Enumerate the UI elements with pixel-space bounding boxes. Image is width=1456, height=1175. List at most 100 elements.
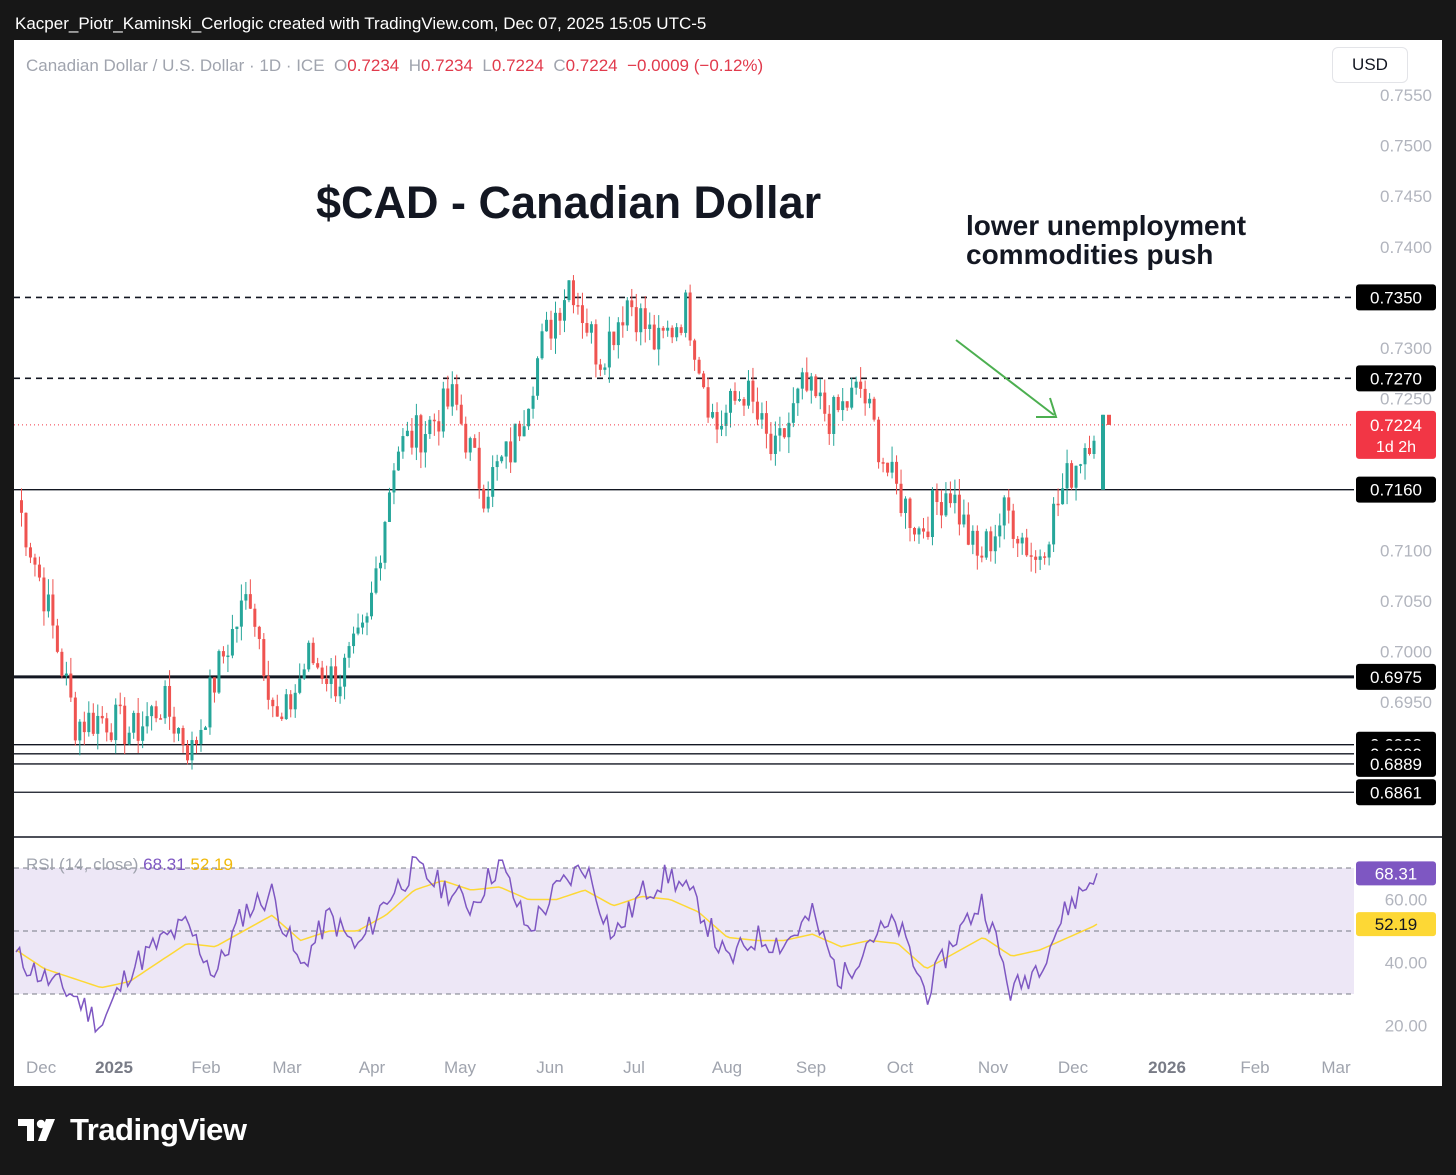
candle-body [419,415,423,453]
candle-body [239,600,243,627]
candle-body [1092,440,1096,455]
candle-body [998,525,1002,537]
candle-body [706,387,710,418]
candle-body [504,441,508,457]
price-tick-label: 0.7550 [1380,86,1432,105]
annotation-arrow-line [955,339,1055,416]
candle-body [141,726,145,741]
candle-body [123,705,127,745]
candle-body [1083,447,1087,465]
candle-body [105,718,109,733]
candle-body [832,396,836,434]
currency-button[interactable]: USD [1332,47,1408,83]
candle-body [585,323,589,333]
price-tick-label: 0.7000 [1380,643,1432,662]
candle-body [392,470,396,493]
candle-body [150,706,154,717]
candle-body [607,331,611,368]
candle-body [365,616,369,623]
candle-body [518,423,522,437]
price-tick-label: 0.7300 [1380,339,1432,358]
candle-body [477,447,481,489]
candle-body [693,340,697,360]
rsi-ma-badge-text: 52.19 [1375,915,1418,934]
candle-body [975,530,979,556]
candle-body [226,655,230,658]
candle-body [24,512,28,548]
candle-body [944,493,948,516]
candle-body [1016,538,1020,544]
candle-body [221,651,225,657]
last-price-value: 0.7224 [1370,416,1422,435]
candle-body [522,426,526,437]
last-price-badge [1356,410,1436,459]
symbol-name[interactable]: Canadian Dollar / U.S. Dollar · 1D · ICE [26,56,325,75]
candle-body [737,399,741,401]
candle-body [549,319,553,339]
attribution-header: Kacper_Piotr_Kaminski_Cerlogic created w… [15,14,707,33]
rsi-ma-badge [1356,912,1436,937]
candle-body [648,324,652,329]
time-axis-label: Aug [712,1058,742,1077]
time-axis-label: Nov [978,1058,1009,1077]
candle-body [486,496,490,509]
candle-body [55,625,59,652]
time-axis-label: Sep [796,1058,826,1077]
candle-body [509,441,513,463]
candle-body [684,292,688,333]
time-axis-label: Mar [272,1058,302,1077]
candle-body [302,669,306,679]
candle-body [235,626,239,630]
candle-body [69,673,73,698]
time-axis-label: Feb [191,1058,220,1077]
candle-body [446,388,450,407]
candle-body [1029,555,1033,557]
candle-body [325,678,329,684]
candle-body [841,401,845,411]
candle-body [491,467,495,497]
candle-body [459,404,463,424]
chart-panel[interactable]: 0.7550 0.7500 0.7450 0.7400 0.7300 0.7250 0.71… [14,40,1442,1086]
candle-body [64,673,68,676]
candle-body [957,494,961,525]
candle-body [814,376,818,397]
candle-body [172,716,176,734]
candle-body [616,322,620,346]
candle-body [257,626,261,640]
candle-body [904,498,908,514]
candle-body [96,715,100,734]
rsi-legend: RSI (14, close) 68.31 52.19 [26,855,233,874]
candles-group [19,275,1096,770]
candle-body [154,706,158,719]
candle-body [370,592,374,617]
candle-body [132,712,136,733]
candle-body [410,430,414,448]
candle-body [621,322,625,326]
candle-body [405,430,409,437]
candle-body [773,435,777,455]
candle-body [316,663,320,668]
candle-body [118,704,122,707]
candle-body [625,300,629,326]
candle-body [562,300,566,321]
open-value: 0.7234 [347,56,400,75]
time-axis-label: Feb [1240,1058,1269,1077]
candle-body [868,398,872,404]
candle-body [688,292,692,341]
rsi-legend-label: RSI (14, close) [26,855,143,874]
candle-body [778,428,782,436]
candle-body [73,697,77,741]
candle-body [42,577,46,612]
low-value: 0.7224 [491,56,544,75]
level-label-box [1356,663,1436,690]
tradingview-logo: TradingView [18,1112,247,1148]
candle-body [513,423,517,463]
candle-body [661,327,665,331]
candle-body [212,677,216,693]
candle-body [177,728,181,734]
candle-body [715,412,719,430]
candle-body [203,727,207,730]
chart-canvas[interactable]: 0.7550 0.7500 0.7450 0.7400 0.7300 0.7250 0.71… [14,40,1442,1086]
change-value: −0.0009 (−0.12%) [627,56,764,75]
candle-body [966,514,970,545]
